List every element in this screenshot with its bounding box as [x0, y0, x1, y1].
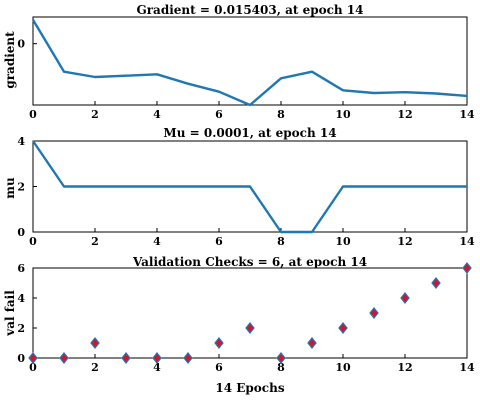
val-fail-xtick-label: 12: [397, 361, 412, 374]
val-fail-point: [307, 337, 317, 349]
gradient-xtick-label: 8: [277, 108, 285, 121]
val-fail-panel-ylabel: val fail: [3, 290, 17, 337]
mu-panel: Mu = 0.0001, at epoch 14 mu 0 2 4 6 8 10 12 14 0…: [3, 126, 475, 248]
gradient-panel-ylabel: gradient: [3, 31, 17, 89]
gradient-xtick-label: 12: [397, 108, 412, 121]
val-fail-point: [214, 337, 224, 349]
mu-xtick-label: 2: [91, 235, 99, 248]
val-fail-point: [276, 352, 286, 364]
gradient-xtick-label: 2: [91, 108, 99, 121]
gradient-xtick-label: 6: [215, 108, 223, 121]
val-fail-panel: Validation Checks = 6, at epoch 14 val f…: [3, 255, 475, 395]
mu-xtick-label: 10: [335, 235, 351, 248]
mu-xtick-label: 8: [277, 235, 285, 248]
val-fail-xtick-label: 8: [277, 361, 285, 374]
val-fail-xtick-label: 6: [215, 361, 223, 374]
val-fail-axes-box: [32, 267, 468, 359]
gradient-ytick-label: 0: [17, 38, 25, 51]
val-fail-point: [369, 307, 379, 319]
val-fail-point: [28, 352, 38, 364]
val-fail-point: [121, 352, 131, 364]
gradient-xtick-label: 14: [459, 108, 475, 121]
val-fail-panel-title: Validation Checks = 6, at epoch 14: [132, 255, 367, 269]
val-fail-point: [59, 352, 69, 364]
gradient-xtick-label: 4: [153, 108, 161, 121]
val-fail-point: [152, 352, 162, 364]
val-fail-point: [400, 292, 410, 304]
gradient-panel: Gradient = 0.015403, at epoch 14 gradien…: [3, 3, 475, 121]
mu-panel-title: Mu = 0.0001, at epoch 14: [163, 126, 336, 140]
mu-xtick-label: 14: [459, 235, 475, 248]
gradient-series-line: [31, 19, 468, 107]
mu-xtick-label: 0: [29, 235, 37, 248]
gradient-panel-title: Gradient = 0.015403, at epoch 14: [136, 3, 363, 17]
val-fail-point: [462, 262, 472, 274]
val-fail-ytick-label: 4: [17, 292, 25, 305]
val-fail-xtick-label: 0: [29, 361, 37, 374]
val-fail-ytick-label: 6: [17, 262, 25, 275]
mu-ytick-label: 0: [17, 226, 25, 239]
gradient-axes-box: [32, 16, 468, 106]
mu-xtick-label: 4: [153, 235, 161, 248]
mu-panel-ylabel: mu: [3, 177, 17, 199]
val-fail-xtick-label: 14: [459, 361, 475, 374]
val-fail-ytick-label: 2: [17, 322, 25, 335]
mu-xtick-label: 12: [397, 235, 412, 248]
val-fail-point: [183, 352, 193, 364]
mu-xtick-label: 6: [215, 235, 223, 248]
val-fail-xtick-label: 10: [335, 361, 351, 374]
gradient-xtick-label: 0: [29, 108, 37, 121]
val-fail-point: [245, 322, 255, 334]
val-fail-point: [338, 322, 348, 334]
val-fail-point: [90, 337, 100, 349]
val-fail-panel-xlabel: 14 Epochs: [215, 381, 284, 395]
mu-ytick-label: 4: [17, 135, 25, 148]
val-fail-xtick-label: 2: [91, 361, 99, 374]
mu-series-line: [32, 140, 467, 234]
val-fail-ytick-label: 0: [17, 352, 25, 365]
mu-ytick-label: 2: [17, 181, 25, 194]
val-fail-xtick-label: 4: [153, 361, 161, 374]
val-fail-point: [431, 277, 441, 289]
gradient-xtick-label: 10: [335, 108, 351, 121]
